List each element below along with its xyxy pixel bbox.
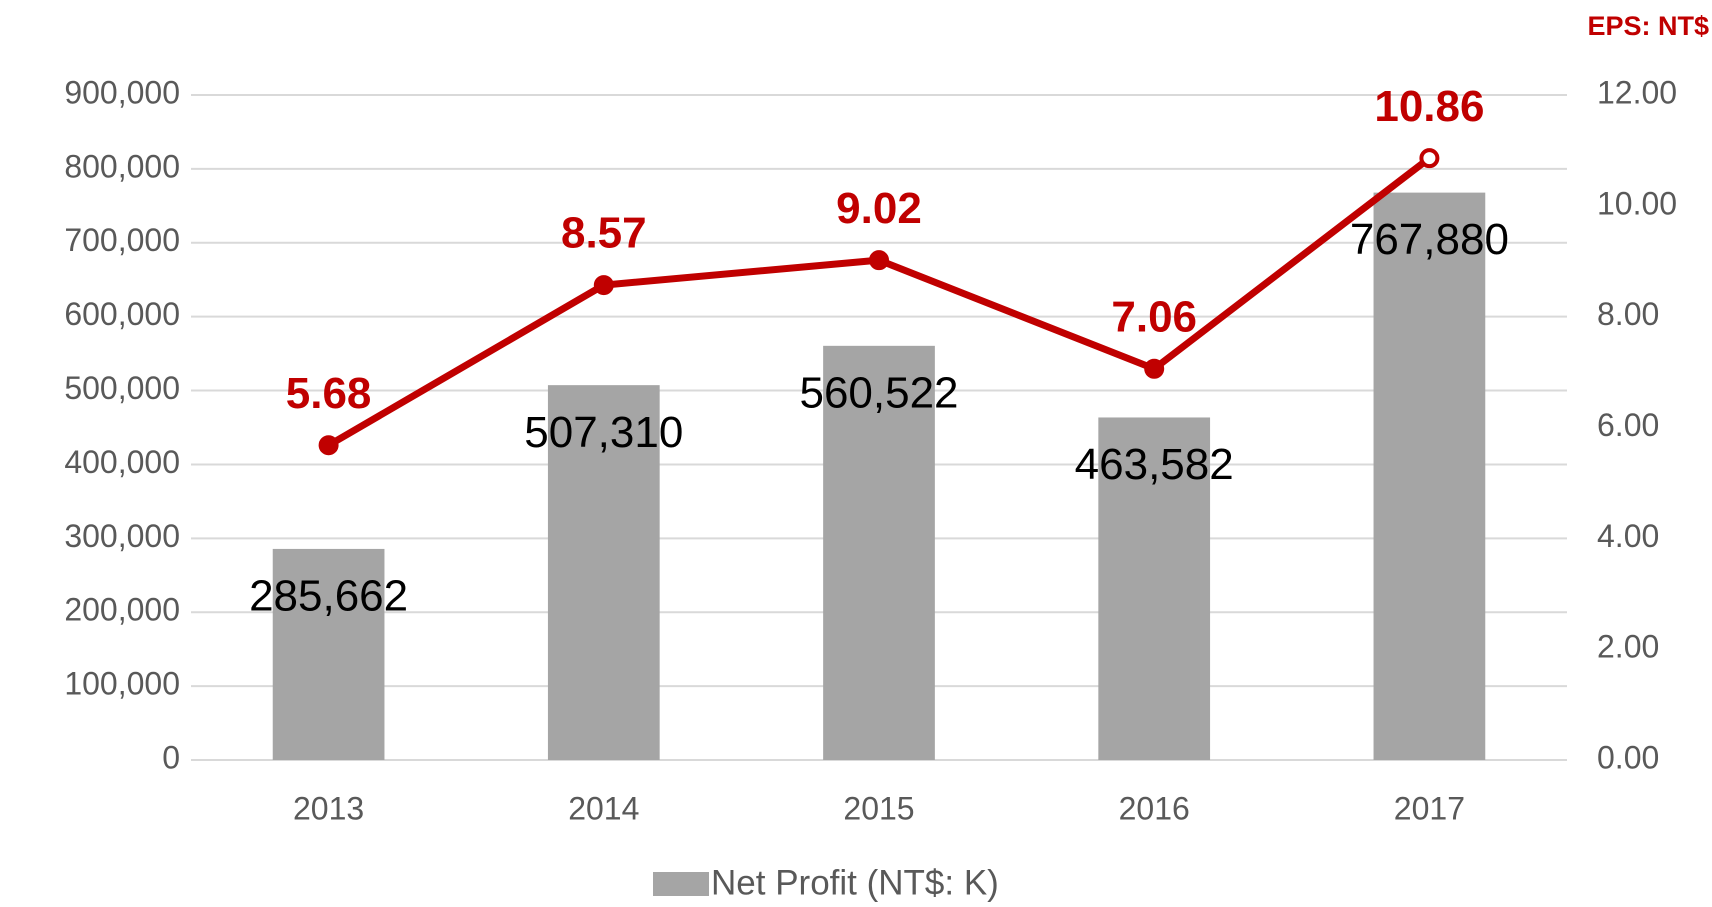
y-tick-label: 600,000 (64, 296, 180, 332)
x-tick-label: 2015 (843, 790, 914, 826)
line-value-label: 8.57 (561, 209, 647, 258)
x-tick-label: 2013 (293, 790, 364, 826)
line-marker (1419, 148, 1440, 169)
y-tick-label: 800,000 (64, 148, 180, 184)
legend-label: Net Profit (NT$: K) (711, 863, 999, 902)
x-tick-label: 2014 (568, 790, 639, 826)
legend-swatch (653, 872, 709, 896)
bar-value-label: 507,310 (524, 408, 683, 457)
bar-value-label: 560,522 (799, 368, 958, 417)
y-tick-label: 300,000 (64, 518, 180, 554)
y2-tick-label: 2.00 (1597, 629, 1659, 665)
bar (272, 548, 385, 760)
line-marker (869, 250, 889, 271)
y2-tick-label: 0.00 (1597, 739, 1659, 775)
bar (1373, 192, 1486, 760)
bar-value-label: 285,662 (249, 572, 408, 621)
line-marker (1144, 358, 1165, 379)
y-tick-label: 900,000 (64, 74, 180, 110)
y2-axis-label: EPS: NT$ (1587, 11, 1709, 41)
y2-tick-label: 6.00 (1597, 407, 1659, 443)
y-tick-label: 200,000 (64, 592, 180, 628)
y-tick-label: 700,000 (64, 222, 180, 258)
line-value-label: 10.86 (1374, 82, 1484, 131)
y2-tick-label: 10.00 (1597, 185, 1677, 221)
x-tick-label: 2016 (1119, 790, 1190, 826)
y2-tick-label: 4.00 (1597, 518, 1659, 554)
bar (547, 385, 660, 760)
y-tick-label: 400,000 (64, 444, 180, 480)
line-value-label: 7.06 (1111, 292, 1197, 341)
x-tick-label: 2017 (1394, 790, 1465, 826)
bar (823, 345, 935, 760)
bar-value-label: 463,582 (1075, 440, 1234, 489)
y-tick-label: 0 (162, 739, 180, 775)
y2-tick-label: 12.00 (1597, 74, 1677, 110)
bar (1098, 417, 1211, 760)
y2-tick-label: 8.00 (1597, 296, 1659, 332)
y-tick-label: 100,000 (64, 666, 180, 702)
line-value-label: 9.02 (836, 184, 922, 233)
line-value-label: 5.68 (286, 369, 372, 418)
line-marker (318, 435, 339, 456)
line-marker (593, 275, 614, 296)
bar-value-label: 767,880 (1350, 215, 1509, 264)
y-tick-label: 500,000 (64, 370, 180, 406)
